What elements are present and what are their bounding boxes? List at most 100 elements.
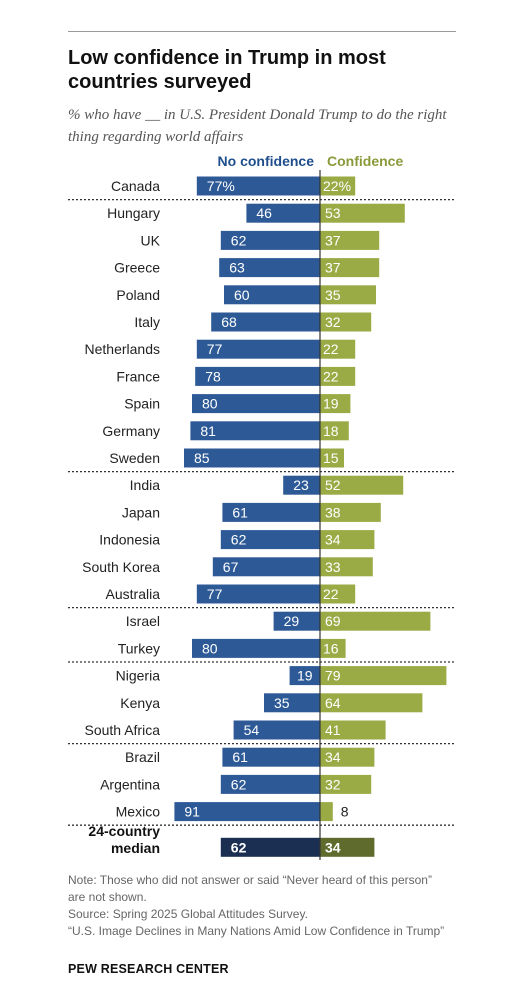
bar-no-confidence-france bbox=[195, 366, 320, 386]
value-confidence-24-country-median: 34 bbox=[325, 839, 341, 855]
bar-confidence-south-korea bbox=[320, 557, 373, 577]
category-label-spain: Spain bbox=[124, 396, 160, 412]
value-confidence-south-africa: 41 bbox=[325, 722, 341, 738]
value-no-confidence-spain: 80 bbox=[202, 396, 218, 412]
bar-confidence-france bbox=[320, 366, 356, 386]
bar-confidence-japan bbox=[320, 502, 381, 522]
report-title-text: “U.S. Image Declines in Many Nations Ami… bbox=[68, 924, 445, 938]
value-confidence-brazil: 34 bbox=[325, 749, 341, 765]
category-label-netherlands: Netherlands bbox=[85, 341, 161, 357]
bar-no-confidence-turkey bbox=[192, 638, 320, 658]
category-label-turkey: Turkey bbox=[118, 640, 160, 656]
value-no-confidence-greece: 63 bbox=[229, 260, 245, 276]
bar-confidence-turkey bbox=[320, 638, 346, 658]
category-label-south-korea: South Korea bbox=[82, 559, 160, 575]
bar-confidence-poland bbox=[320, 285, 376, 305]
category-label-kenya: Kenya bbox=[120, 695, 160, 711]
value-no-confidence-mexico: 91 bbox=[184, 804, 200, 820]
category-label-australia: Australia bbox=[106, 586, 161, 602]
value-no-confidence-hungary: 46 bbox=[256, 205, 272, 221]
bar-no-confidence-south-korea bbox=[212, 557, 320, 577]
bar-no-confidence-uk bbox=[220, 230, 320, 250]
bar-confidence-sweden bbox=[320, 448, 344, 468]
median-label-line: median bbox=[111, 840, 160, 856]
bar-no-confidence-argentina bbox=[220, 774, 320, 794]
value-no-confidence-canada: 77% bbox=[207, 178, 235, 194]
category-label-sweden: Sweden bbox=[109, 450, 160, 466]
value-no-confidence-uk: 62 bbox=[231, 232, 247, 248]
legend-confidence: Confidence bbox=[327, 153, 404, 169]
bar-confidence-greece bbox=[320, 258, 380, 278]
value-confidence-indonesia: 34 bbox=[325, 532, 341, 548]
bar-confidence-kenya bbox=[320, 693, 423, 713]
bar-confidence-hungary bbox=[320, 203, 405, 223]
chart-title: Low confidence in Trump in most countrie… bbox=[68, 47, 386, 93]
value-no-confidence-germany: 81 bbox=[200, 423, 216, 439]
bar-no-confidence-kenya bbox=[264, 693, 320, 713]
value-no-confidence-24-country-median: 62 bbox=[231, 839, 247, 855]
chart-notes: Note: Those who did not answer or said “… bbox=[68, 872, 448, 940]
diverging-bar-chart: Canada 77% 22% Hungary 46 53 UK 62 37 Greece 63 37 P… bbox=[68, 170, 456, 860]
legend-no-confidence: No confidence bbox=[217, 153, 314, 169]
value-confidence-netherlands: 22 bbox=[323, 341, 339, 357]
category-label-brazil: Brazil bbox=[125, 749, 160, 765]
median-label-line: 24-country bbox=[88, 823, 160, 839]
bar-confidence-indonesia bbox=[320, 530, 375, 550]
value-no-confidence-indonesia: 62 bbox=[231, 532, 247, 548]
value-confidence-kenya: 64 bbox=[325, 695, 341, 711]
bar-no-confidence-canada bbox=[196, 176, 320, 196]
category-label-greece: Greece bbox=[114, 260, 160, 276]
category-label-uk: UK bbox=[141, 232, 161, 248]
value-confidence-france: 22 bbox=[323, 368, 339, 384]
bar-confidence-israel bbox=[320, 611, 431, 631]
value-no-confidence-turkey: 80 bbox=[202, 640, 218, 656]
bar-no-confidence-israel bbox=[273, 611, 320, 631]
value-confidence-south-korea: 33 bbox=[325, 559, 341, 575]
value-confidence-italy: 32 bbox=[325, 314, 341, 330]
value-confidence-israel: 69 bbox=[325, 613, 341, 629]
bar-no-confidence-brazil bbox=[222, 747, 320, 767]
value-no-confidence-netherlands: 77 bbox=[207, 341, 223, 357]
bar-no-confidence-poland bbox=[224, 285, 320, 305]
bar-no-confidence-italy bbox=[211, 312, 320, 332]
chart-subtitle: % who have __ in U.S. President Donald T… bbox=[68, 107, 447, 145]
category-label-italy: Italy bbox=[134, 314, 160, 330]
bar-confidence-india bbox=[320, 475, 404, 495]
pew-brand: PEW RESEARCH CENTER bbox=[68, 962, 229, 976]
bar-no-confidence-sweden bbox=[184, 448, 320, 468]
value-confidence-greece: 37 bbox=[325, 260, 341, 276]
category-label-hungary: Hungary bbox=[107, 205, 160, 221]
value-confidence-sweden: 15 bbox=[323, 450, 339, 466]
top-rule bbox=[68, 31, 456, 32]
category-label-france: France bbox=[116, 368, 160, 384]
category-label-germany: Germany bbox=[102, 423, 160, 439]
category-label-south-africa: South Africa bbox=[85, 722, 161, 738]
value-no-confidence-japan: 61 bbox=[232, 504, 248, 520]
value-confidence-nigeria: 79 bbox=[325, 668, 341, 684]
category-label-poland: Poland bbox=[116, 287, 160, 303]
value-confidence-spain: 19 bbox=[323, 396, 339, 412]
bar-no-confidence-hungary bbox=[246, 203, 320, 223]
value-no-confidence-south-africa: 54 bbox=[244, 722, 260, 738]
category-label-japan: Japan bbox=[122, 504, 160, 520]
value-no-confidence-sweden: 85 bbox=[194, 450, 210, 466]
bar-no-confidence-germany bbox=[190, 421, 320, 441]
value-confidence-australia: 22 bbox=[323, 586, 339, 602]
bar-no-confidence-south-africa bbox=[233, 720, 320, 740]
bar-confidence-24-country-median bbox=[320, 837, 375, 857]
bar-no-confidence-24-country-median bbox=[220, 837, 320, 857]
bar-confidence-netherlands bbox=[320, 339, 356, 359]
bar-no-confidence-nigeria bbox=[289, 666, 320, 686]
category-label-nigeria: Nigeria bbox=[116, 668, 161, 684]
value-no-confidence-nigeria: 19 bbox=[297, 668, 313, 684]
value-confidence-hungary: 53 bbox=[325, 205, 341, 221]
bar-confidence-south-africa bbox=[320, 720, 386, 740]
bar-no-confidence-greece bbox=[219, 258, 320, 278]
bar-confidence-argentina bbox=[320, 774, 372, 794]
bar-confidence-canada bbox=[320, 176, 356, 196]
value-confidence-argentina: 32 bbox=[325, 776, 341, 792]
bar-confidence-spain bbox=[320, 394, 351, 414]
value-no-confidence-india: 23 bbox=[293, 477, 309, 493]
bar-confidence-germany bbox=[320, 421, 349, 441]
bar-confidence-nigeria bbox=[320, 666, 447, 686]
